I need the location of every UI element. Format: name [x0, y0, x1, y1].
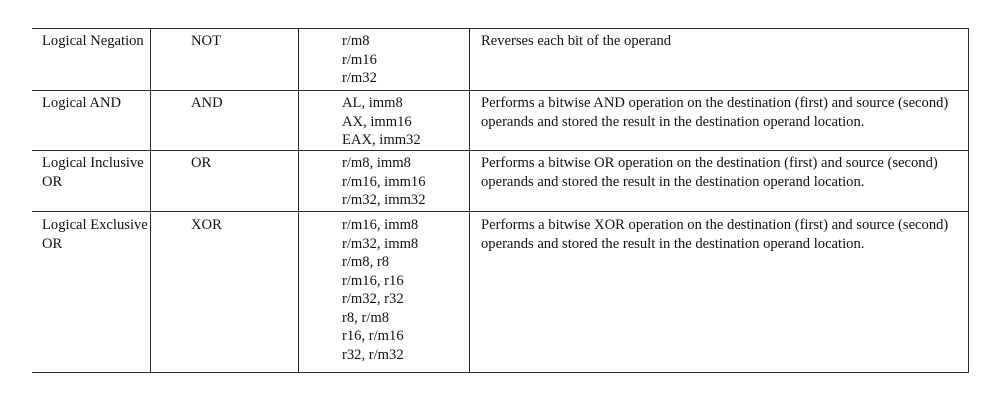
operand-line: r/m16	[342, 51, 377, 68]
instruction-cell: Logical AND	[42, 95, 122, 111]
row-divider	[32, 211, 969, 212]
row-divider	[32, 90, 969, 91]
operand-line: r16, r/m16	[342, 328, 404, 344]
operands-cell: r/m16, imm8 r/m32, imm8 r/m8, r8 r/m16, …	[342, 216, 418, 364]
column-divider	[298, 28, 299, 373]
table-top-border	[32, 28, 969, 29]
operand-line: EAX, imm32	[342, 132, 421, 148]
operand-line: r/m32	[342, 70, 377, 86]
operand-line: r32, r/m32	[342, 346, 404, 363]
table-right-border	[968, 28, 969, 373]
column-divider	[469, 28, 470, 373]
description-cell: Performs a bitwise AND operation on the …	[481, 95, 949, 130]
mnemonic-cell: OR	[191, 155, 212, 171]
table-bottom-border	[32, 372, 969, 373]
mnemonic-cell: XOR	[191, 217, 222, 233]
operand-line: r/m8	[342, 33, 370, 49]
description-cell: Reverses each bit of the operand	[481, 33, 672, 49]
description-cell: Performs a bitwise XOR operation on the …	[481, 217, 949, 252]
mnemonic-cell: NOT	[191, 33, 221, 49]
operand-line: r/m16, r16	[342, 272, 404, 289]
instruction-cell: Logical Negation	[42, 33, 144, 49]
description-cell: Performs a bitwise OR operation on the d…	[481, 155, 938, 190]
operand-line: r/m8, r8	[342, 254, 390, 270]
instruction-cell: Logical Inclusive OR	[42, 155, 144, 190]
operand-line: r8, r/m8	[342, 309, 390, 326]
operand-line: AL, imm8	[342, 95, 403, 111]
operands-cell: r/m8, imm8 r/m16, imm16 r/m32, imm32	[342, 154, 426, 210]
operand-line: r/m32, r32	[342, 291, 404, 307]
operands-cell: AL, imm8 AX, imm16 EAX, imm32	[342, 94, 421, 150]
operand-line: r/m16, imm16	[342, 173, 426, 190]
operand-line: r/m8, imm8	[342, 155, 411, 171]
operand-line: r/m16, imm8	[342, 217, 419, 233]
instruction-table: Logical Negation NOT r/m8 r/m16 r/m32 Re…	[32, 28, 969, 373]
row-divider	[32, 150, 969, 151]
instruction-cell: Logical Exclusive OR	[42, 217, 148, 252]
mnemonic-cell: AND	[191, 95, 223, 111]
operand-line: r/m32, imm32	[342, 192, 426, 208]
operand-line: AX, imm16	[342, 113, 412, 130]
column-divider	[150, 28, 151, 373]
operands-cell: r/m8 r/m16 r/m32	[342, 32, 377, 88]
operand-line: r/m32, imm8	[342, 235, 419, 252]
